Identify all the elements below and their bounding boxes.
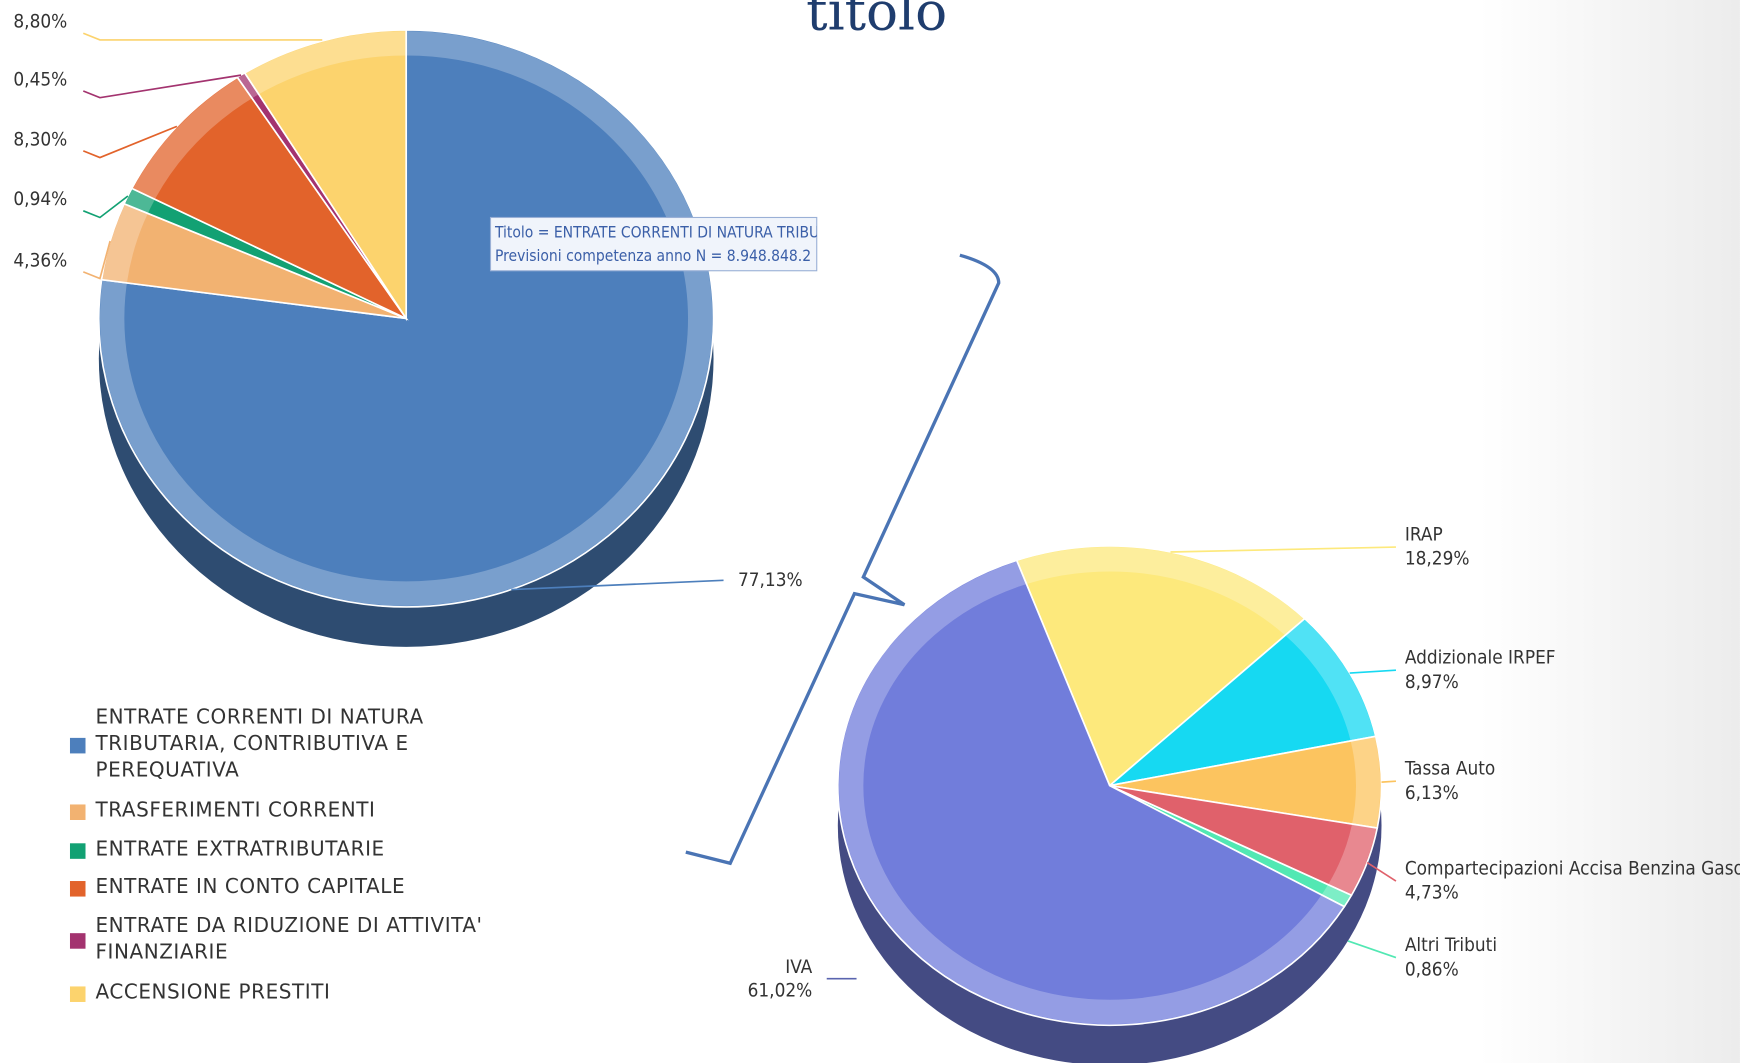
tooltip-box — [489, 216, 818, 272]
leader-line — [1347, 940, 1397, 959]
leader-line — [82, 32, 323, 41]
category-label: Compartecipazioni Accisa Benzina Gasolio — [1405, 857, 1740, 879]
leader-line — [1170, 546, 1396, 553]
value-label: 6,13% — [1405, 782, 1459, 804]
leader-line — [82, 74, 242, 99]
tooltip: Titolo = ENTRATE CORRENTI DI NATURA TRIB… — [489, 216, 828, 272]
tooltip-clip: Titolo = ENTRATE CORRENTI DI NATURA TRIB… — [494, 224, 828, 265]
legend-label: ENTRATE CORRENTI DI NATURA TRIBUTARIA, C… — [95, 705, 424, 783]
pie-slice — [1015, 545, 1306, 787]
value-label: 0,94% — [13, 188, 67, 210]
pie-rim — [838, 547, 1381, 1025]
legend-swatch — [69, 933, 86, 949]
leader-line — [82, 195, 129, 219]
category-label: Tassa Auto — [1404, 757, 1496, 779]
category-label: IVA — [785, 956, 812, 978]
legend-label: ENTRATE DA RIDUZIONE DI ATTIVITA' FINANZ… — [95, 914, 483, 965]
legend-label: ENTRATE EXTRATRIBUTARIE — [95, 837, 385, 862]
legend-swatch — [69, 737, 86, 754]
value-label: 0,86% — [1405, 958, 1459, 980]
leader-line — [1366, 861, 1397, 882]
legend-swatch — [69, 881, 86, 897]
value-label: 8,97% — [1405, 671, 1459, 693]
pie-slice — [130, 76, 409, 321]
leader-line — [511, 579, 724, 591]
pie-slice — [837, 559, 1346, 1027]
legend-item: ENTRATE IN CONTO CAPITALE — [95, 875, 406, 899]
value-label: 4,73% — [1405, 882, 1459, 904]
legend-item: ENTRATE EXTRATRIBUTARIE — [95, 837, 385, 862]
legend-swatch — [69, 804, 86, 820]
pie-slice — [243, 29, 408, 322]
pie-rim — [99, 31, 713, 606]
value-label: 18,29% — [1405, 548, 1470, 570]
category-label: Altri Tributi — [1405, 934, 1497, 956]
value-label: 77,13% — [738, 569, 803, 591]
legend-swatch — [69, 843, 86, 859]
legend-item: ACCENSIONE PRESTITI — [95, 980, 331, 1005]
value-label: 8,30% — [13, 128, 67, 150]
leader-line — [82, 125, 178, 159]
value-label: 0,45% — [13, 68, 67, 90]
legend-item: TRASFERIMENTI CORRENTI — [95, 798, 376, 823]
leader-line — [82, 240, 111, 280]
legend-item: ENTRATE CORRENTI DI NATURA TRIBUTARIA, C… — [95, 705, 424, 783]
slide-title: titolo — [806, 0, 947, 43]
value-label: 4,36% — [13, 249, 67, 271]
bracket — [685, 253, 1001, 866]
tooltip-line: Titolo = ENTRATE CORRENTI DI NATURA TRIB… — [494, 224, 828, 242]
leader-line — [1381, 780, 1397, 783]
category-label: IRAP — [1405, 523, 1443, 545]
pie-chart-2: IRAP 18,29% Addizionale IRPEF 8,97% Tassa Au… — [748, 523, 1740, 1063]
legend-swatch — [69, 986, 86, 1002]
legend-label: TRASFERIMENTI CORRENTI — [95, 798, 376, 823]
legend-label: ENTRATE IN CONTO CAPITALE — [95, 875, 406, 899]
legend-label: ACCENSIONE PRESTITI — [95, 980, 331, 1005]
value-label: 61,02% — [748, 979, 813, 1001]
leader-line — [1349, 669, 1397, 674]
category-label: Addizionale IRPEF — [1405, 646, 1556, 668]
tooltip-line: Previsioni competenza anno N = 8.948.848… — [495, 247, 811, 265]
legend-item: ENTRATE DA RIDUZIONE DI ATTIVITA' FINANZ… — [95, 914, 483, 965]
pie-chart-1: 77,13% 4,36% 0,94% 8,30% 0,45% 8,80% ENTRATE C… — [13, 11, 803, 1005]
value-label: 8,80% — [13, 11, 67, 33]
